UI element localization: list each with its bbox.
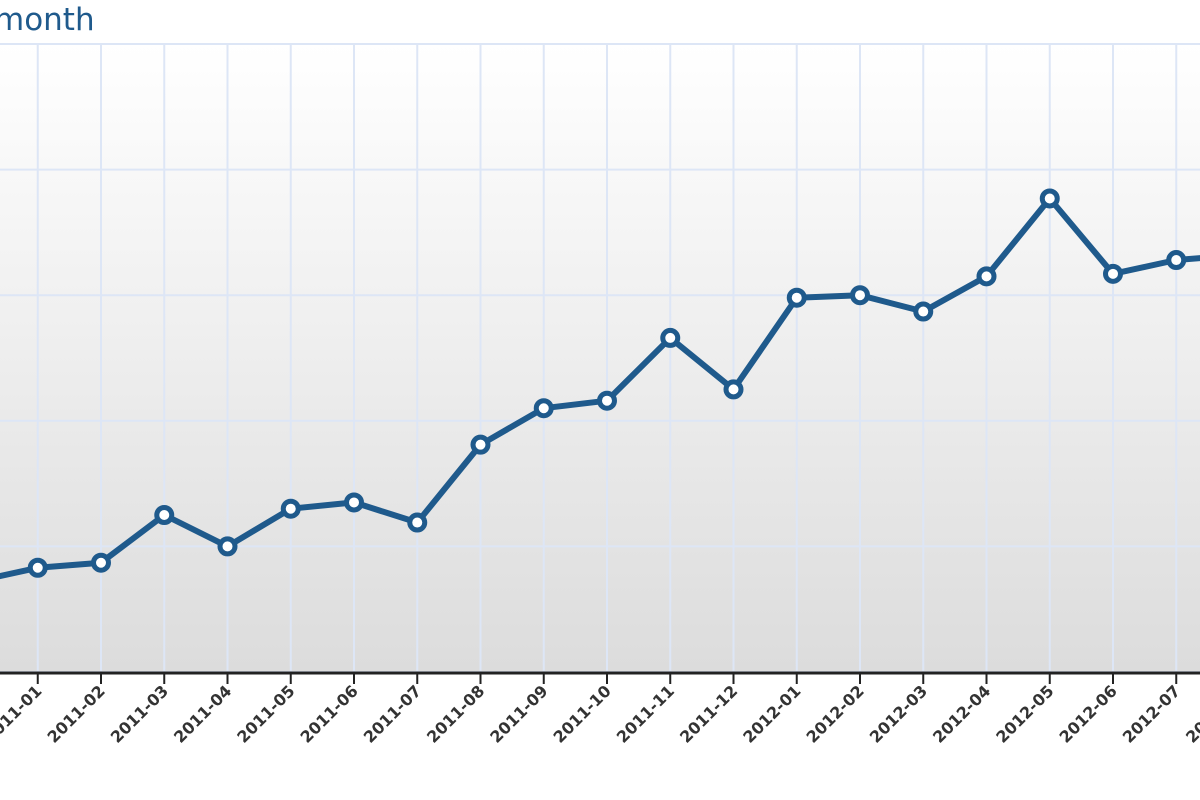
x-tick-label: 2011-09	[486, 681, 551, 746]
x-tick-label: 2012-01	[739, 681, 804, 746]
x-tick-label: 2011-07	[360, 681, 425, 746]
data-point	[976, 266, 997, 287]
series-layer	[0, 188, 1200, 580]
x-tick-label: 2011-06	[296, 681, 361, 746]
data-point	[1103, 263, 1123, 284]
data-point	[470, 434, 491, 455]
data-point	[533, 398, 554, 419]
x-tick-label: 2012-06	[1055, 681, 1120, 746]
x-tick-label: 2011-08	[423, 681, 488, 746]
x-tick-label: 2012-02	[802, 681, 867, 746]
x-tick-label: 2012-08	[1182, 681, 1200, 746]
x-tick-label: 2011-11	[613, 681, 678, 746]
data-point	[597, 390, 617, 411]
x-tick-label: 2012-07	[1119, 681, 1184, 746]
x-tick-label: 2011-04	[170, 681, 235, 746]
x-tick-label: 2011-12	[676, 681, 741, 746]
x-tick-label: 2011-01	[0, 681, 46, 746]
x-tick-label: 2011-05	[233, 681, 298, 746]
x-tick-labels: 2011-012011-022011-032011-042011-052011-…	[0, 681, 1200, 746]
x-tick-label: 2011-10	[549, 681, 614, 746]
data-point	[660, 327, 681, 348]
data-point	[91, 552, 111, 573]
data-point	[217, 536, 238, 557]
x-tick-label: 2012-04	[929, 681, 994, 746]
data-point	[786, 287, 807, 308]
data-point	[154, 505, 175, 525]
chart-title: month	[0, 2, 95, 38]
grid	[0, 43, 1200, 673]
x-tick-label: 2012-03	[866, 681, 931, 746]
x-tick-label: 2011-02	[43, 681, 108, 746]
data-point	[27, 557, 48, 578]
data-point	[407, 512, 428, 533]
data-point	[344, 492, 364, 513]
plot-background	[0, 44, 1200, 672]
x-tick-label: 2012-05	[992, 681, 1057, 746]
data-point	[723, 379, 744, 400]
data-point	[850, 285, 870, 306]
data-point	[1039, 188, 1060, 209]
data-point	[1166, 250, 1187, 271]
x-axis	[0, 671, 1200, 684]
data-point	[913, 301, 934, 322]
x-tick-label: 2011-03	[107, 681, 172, 746]
data-point	[280, 498, 301, 519]
